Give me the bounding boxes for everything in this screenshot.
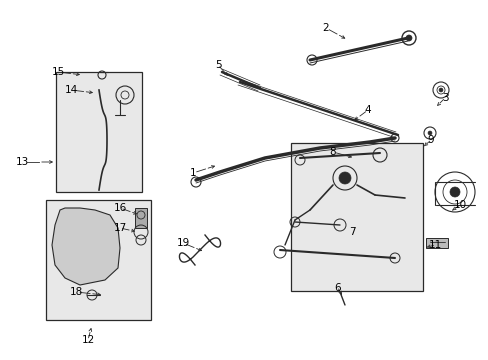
- Text: 10: 10: [452, 200, 466, 210]
- Bar: [56, 72, 142, 192]
- Text: 19: 19: [176, 238, 189, 248]
- Text: 8: 8: [329, 147, 336, 157]
- Circle shape: [405, 35, 411, 41]
- Text: 11: 11: [427, 240, 441, 250]
- Text: 17: 17: [113, 223, 126, 233]
- Text: 7: 7: [348, 227, 355, 237]
- Polygon shape: [52, 208, 120, 285]
- Text: 1: 1: [189, 168, 196, 178]
- Text: 4: 4: [364, 105, 370, 115]
- Text: 6: 6: [334, 283, 341, 293]
- Text: 14: 14: [64, 85, 78, 95]
- Text: 12: 12: [81, 335, 95, 345]
- Circle shape: [449, 187, 459, 197]
- Bar: [290, 143, 422, 291]
- Bar: [46, 200, 151, 320]
- Text: 3: 3: [441, 93, 447, 103]
- Circle shape: [427, 131, 431, 135]
- Text: 9: 9: [427, 135, 433, 145]
- Bar: [425, 238, 447, 248]
- Text: 2: 2: [322, 23, 328, 33]
- Text: 18: 18: [69, 287, 82, 297]
- Text: 16: 16: [113, 203, 126, 213]
- Text: 13: 13: [15, 157, 29, 167]
- Text: 5: 5: [214, 60, 221, 70]
- Text: 15: 15: [51, 67, 64, 77]
- Circle shape: [438, 88, 442, 92]
- Circle shape: [338, 172, 350, 184]
- Bar: [135, 208, 147, 228]
